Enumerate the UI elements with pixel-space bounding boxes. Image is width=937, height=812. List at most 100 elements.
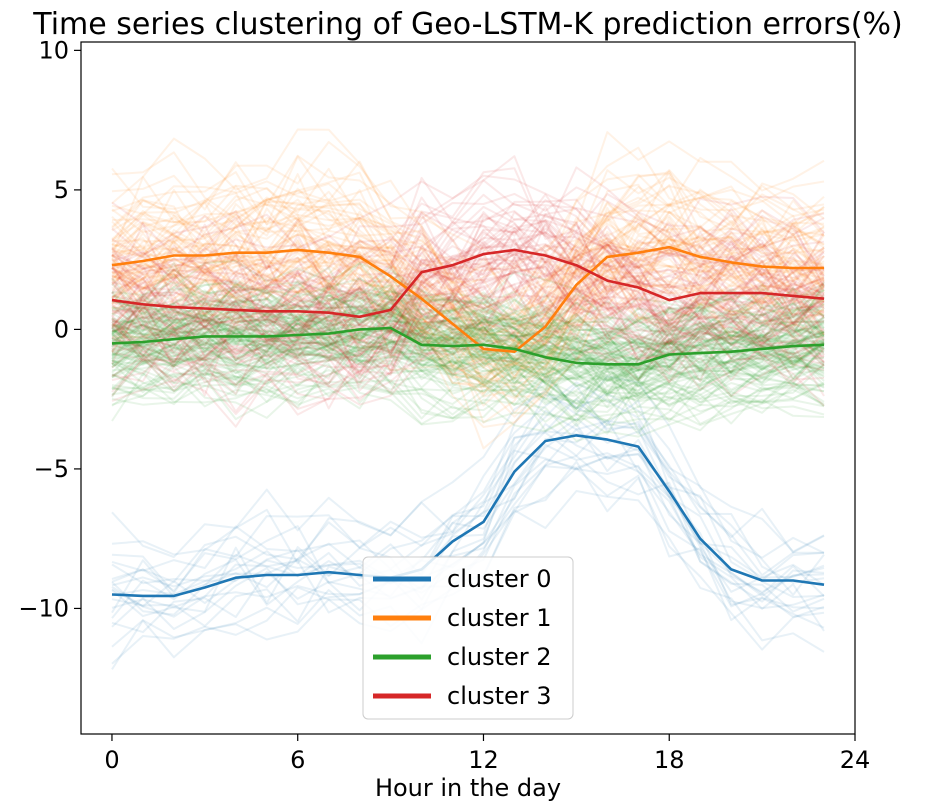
background-line	[111, 210, 825, 346]
background-line	[111, 262, 825, 347]
background-line	[111, 171, 825, 304]
background-line	[111, 316, 825, 413]
background-line	[111, 316, 825, 380]
background-line	[111, 312, 825, 372]
background-line	[111, 173, 825, 345]
background-line	[111, 363, 825, 425]
background-line	[111, 298, 825, 384]
background-line	[111, 359, 825, 422]
background-line	[111, 238, 825, 357]
background-line	[111, 227, 825, 328]
background-line	[111, 273, 825, 339]
background-line	[111, 308, 825, 366]
background-line	[111, 151, 825, 293]
background-line	[111, 185, 825, 342]
plot-frame	[80, 41, 856, 735]
background-line	[111, 248, 825, 415]
x-axis-label: Hour in the day	[375, 774, 561, 802]
background-line	[111, 243, 825, 369]
background-line	[111, 360, 825, 406]
x-tick-label: 6	[290, 746, 305, 774]
background-line	[111, 262, 825, 383]
background-line	[111, 237, 825, 354]
y-tick-label: 5	[54, 176, 69, 204]
background-line	[111, 234, 825, 380]
y-tick-label: −10	[18, 594, 69, 622]
background-line	[111, 244, 825, 365]
background-line	[111, 277, 825, 348]
background-line	[111, 206, 825, 310]
background-line	[111, 294, 825, 371]
background-line	[111, 184, 825, 323]
background-line	[111, 304, 825, 371]
background-line	[111, 199, 825, 353]
background-line	[111, 207, 825, 347]
background-line	[111, 302, 825, 346]
legend-label: cluster 0	[447, 565, 552, 593]
legend-label: cluster 2	[447, 643, 552, 671]
background-line	[111, 303, 825, 371]
background-line	[111, 238, 825, 398]
background-line	[111, 347, 825, 423]
background-line	[111, 326, 825, 376]
background-line	[111, 176, 825, 321]
background-line	[111, 377, 825, 432]
background-line	[111, 211, 825, 324]
background-line	[111, 342, 825, 408]
cluster-3-line	[111, 248, 825, 319]
background-line	[111, 169, 825, 282]
background-line	[111, 341, 825, 427]
background-line	[111, 284, 825, 351]
background-line	[111, 381, 825, 583]
background-line	[111, 187, 825, 326]
y-tick-label: 10	[38, 36, 69, 64]
background-line	[111, 282, 825, 360]
background-line	[111, 266, 825, 395]
y-tick-label: −5	[34, 455, 69, 483]
background-line	[111, 233, 825, 407]
background-line	[111, 231, 825, 327]
background-line	[111, 271, 825, 386]
background-line	[111, 325, 825, 410]
background-line	[111, 230, 825, 354]
legend-box	[362, 556, 574, 720]
background-line	[111, 268, 825, 334]
background-line	[111, 216, 825, 367]
x-axis: 0 6 12 18 24	[104, 734, 870, 774]
background-line	[111, 339, 825, 400]
background-line	[111, 249, 825, 393]
background-line	[111, 285, 825, 369]
background-line	[111, 252, 825, 400]
background-line	[111, 222, 825, 346]
background-line	[111, 199, 825, 305]
background-line	[111, 216, 825, 354]
background-line	[111, 324, 825, 416]
background-line	[111, 264, 825, 334]
background-line	[111, 350, 825, 432]
background-line	[111, 295, 825, 345]
background-line	[111, 329, 825, 388]
background-line	[111, 359, 825, 433]
background-line	[111, 211, 825, 327]
background-line	[111, 238, 825, 360]
background-line	[111, 324, 825, 377]
legend: cluster 0 cluster 1 cluster 2 cluster 3	[362, 556, 574, 720]
background-line	[111, 340, 825, 413]
background-line	[111, 244, 825, 362]
background-line	[111, 212, 825, 301]
background-line	[111, 310, 825, 388]
background-line	[111, 230, 825, 327]
background-line	[111, 256, 825, 375]
background-line	[111, 207, 825, 303]
background-line	[111, 320, 825, 357]
background-line	[111, 230, 825, 356]
background-line	[111, 255, 825, 384]
background-line	[111, 167, 825, 277]
background-line	[111, 331, 825, 388]
background-line	[111, 226, 825, 367]
background-line	[111, 222, 825, 383]
background-line	[111, 167, 825, 333]
background-line	[111, 179, 825, 257]
cluster-2-line	[111, 326, 825, 366]
